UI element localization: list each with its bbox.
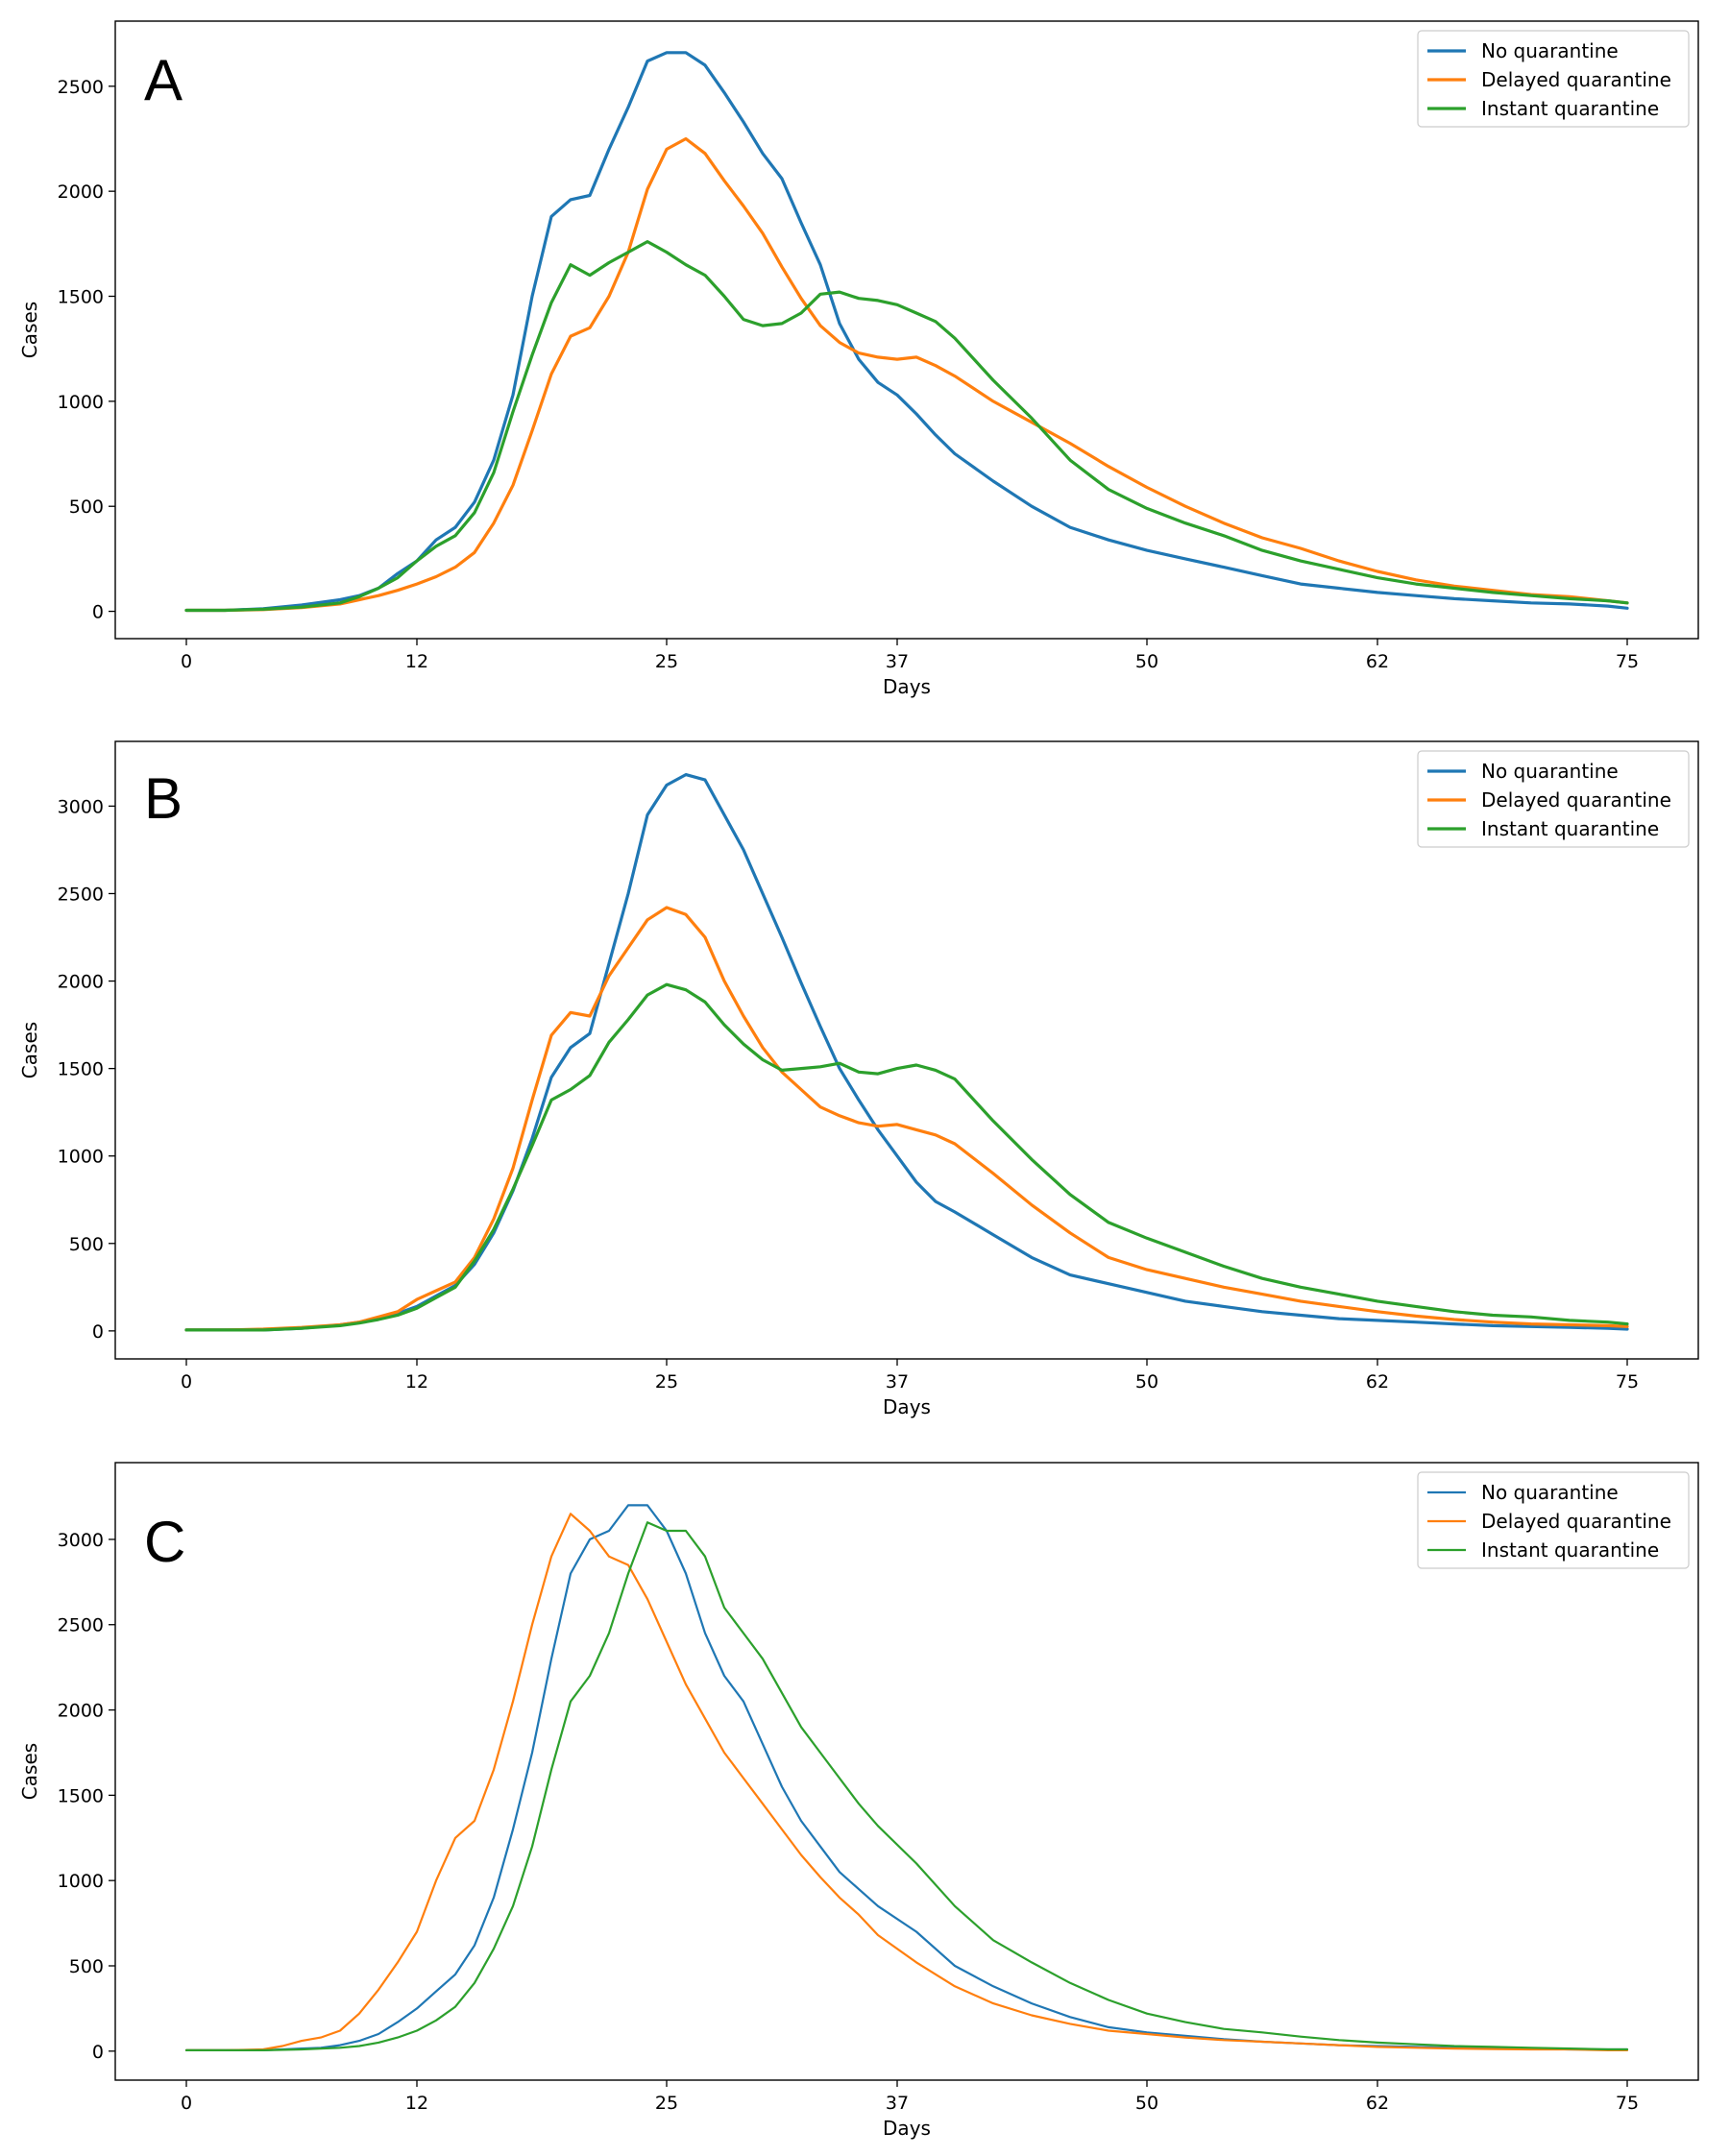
x-tick-label: 12 bbox=[405, 651, 428, 672]
legend-box bbox=[1417, 750, 1690, 848]
y-tick-label: 1000 bbox=[58, 1871, 104, 1892]
x-tick-label: 25 bbox=[655, 651, 678, 672]
y-tick-label: 0 bbox=[92, 602, 104, 623]
y-tick-label: 2000 bbox=[58, 182, 104, 203]
y-axis-label: Cases bbox=[18, 302, 41, 358]
x-tick-label: 12 bbox=[405, 2093, 428, 2114]
series-line-3 bbox=[184, 240, 1629, 613]
plot-frame bbox=[114, 740, 1699, 1360]
y-tick-label: 3000 bbox=[58, 1530, 104, 1551]
series-line-1 bbox=[184, 773, 1629, 1332]
y-tick-label: 2000 bbox=[58, 1701, 104, 1722]
panel-letter: C bbox=[144, 1510, 185, 1574]
legend-label-2: Delayed quarantine bbox=[1481, 788, 1671, 812]
x-tick-label: 0 bbox=[181, 2093, 192, 2114]
plot-frame bbox=[114, 1462, 1699, 2081]
panel-letter: A bbox=[144, 48, 183, 112]
x-tick-label: 75 bbox=[1616, 1371, 1639, 1393]
series-line-1 bbox=[184, 51, 1629, 613]
y-tick-label: 1500 bbox=[58, 1059, 104, 1080]
panel-letter: B bbox=[144, 766, 183, 831]
legend-label-3: Instant quarantine bbox=[1481, 1538, 1659, 1562]
y-tick-label: 2500 bbox=[58, 77, 104, 98]
legend: No quarantine Delayed quarantine Instant q… bbox=[1417, 1471, 1690, 1569]
y-tick-label: 500 bbox=[69, 1956, 104, 1977]
y-axis-label: Cases bbox=[18, 1743, 41, 1800]
legend-box bbox=[1417, 30, 1690, 128]
legend-label-1: No quarantine bbox=[1481, 39, 1619, 62]
series-line-3 bbox=[184, 1521, 1629, 2051]
series-line-3 bbox=[184, 982, 1629, 1332]
series-line-2 bbox=[184, 1513, 1629, 2051]
x-tick-label: 0 bbox=[181, 1371, 192, 1393]
legend: No quarantine Delayed quarantine Instant q… bbox=[1417, 30, 1690, 128]
chart-panel-b: 0 12 25 37 50 62 75 0 500 1000 1500 2000 2500 3000 Day… bbox=[18, 740, 1699, 1418]
legend-box bbox=[1417, 1471, 1690, 1569]
x-tick-label: 37 bbox=[886, 1371, 909, 1393]
x-tick-label: 62 bbox=[1366, 1371, 1389, 1393]
x-tick-label: 50 bbox=[1135, 1371, 1158, 1393]
x-tick-label: 25 bbox=[655, 2093, 678, 2114]
x-tick-label: 50 bbox=[1135, 2093, 1158, 2114]
y-tick-label: 1500 bbox=[58, 287, 104, 308]
legend-label-2: Delayed quarantine bbox=[1481, 1510, 1671, 1533]
x-axis-label: Days bbox=[883, 1395, 931, 1418]
series-line-2 bbox=[184, 906, 1629, 1332]
series-group bbox=[184, 51, 1629, 613]
y-tick-label: 2500 bbox=[58, 884, 104, 905]
chart-panel-a: 0 12 25 37 50 62 75 0 500 1000 1500 2000 2500 Days Cas… bbox=[18, 20, 1699, 698]
y-tick-label: 0 bbox=[92, 1321, 104, 1343]
x-tick-label: 50 bbox=[1135, 651, 1158, 672]
legend-label-3: Instant quarantine bbox=[1481, 97, 1659, 120]
x-tick-label: 75 bbox=[1616, 651, 1639, 672]
series-group bbox=[184, 773, 1629, 1332]
legend-label-2: Delayed quarantine bbox=[1481, 68, 1671, 91]
y-tick-label: 2500 bbox=[58, 1615, 104, 1636]
y-axis-label: Cases bbox=[18, 1022, 41, 1078]
y-tick-label: 0 bbox=[92, 2042, 104, 2063]
x-tick-label: 12 bbox=[405, 1371, 428, 1393]
x-tick-label: 37 bbox=[886, 651, 909, 672]
y-tick-label: 2000 bbox=[58, 972, 104, 993]
x-tick-label: 62 bbox=[1366, 2093, 1389, 2114]
x-tick-label: 25 bbox=[655, 1371, 678, 1393]
y-tick-label: 1000 bbox=[58, 392, 104, 413]
legend-label-1: No quarantine bbox=[1481, 760, 1619, 783]
y-tick-label: 500 bbox=[69, 497, 104, 518]
x-tick-label: 0 bbox=[181, 651, 192, 672]
x-axis-label: Days bbox=[883, 2117, 931, 2140]
series-line-1 bbox=[184, 1504, 1629, 2051]
legend-label-3: Instant quarantine bbox=[1481, 817, 1659, 840]
series-line-2 bbox=[184, 136, 1629, 613]
legend-label-1: No quarantine bbox=[1481, 1481, 1619, 1504]
y-tick-label: 1500 bbox=[58, 1785, 104, 1806]
legend: No quarantine Delayed quarantine Instant q… bbox=[1417, 750, 1690, 848]
x-axis-label: Days bbox=[883, 675, 931, 698]
x-tick-label: 62 bbox=[1366, 651, 1389, 672]
x-tick-label: 37 bbox=[886, 2093, 909, 2114]
plot-frame bbox=[114, 20, 1699, 640]
y-tick-label: 3000 bbox=[58, 796, 104, 817]
x-tick-label: 75 bbox=[1616, 2093, 1639, 2114]
y-tick-label: 500 bbox=[69, 1234, 104, 1255]
chart-panel-c: 0 12 25 37 50 62 75 0 500 1000 1500 2000 2500 3000 Day… bbox=[18, 1462, 1699, 2140]
y-tick-label: 1000 bbox=[58, 1147, 104, 1168]
series-group bbox=[184, 1504, 1629, 2051]
